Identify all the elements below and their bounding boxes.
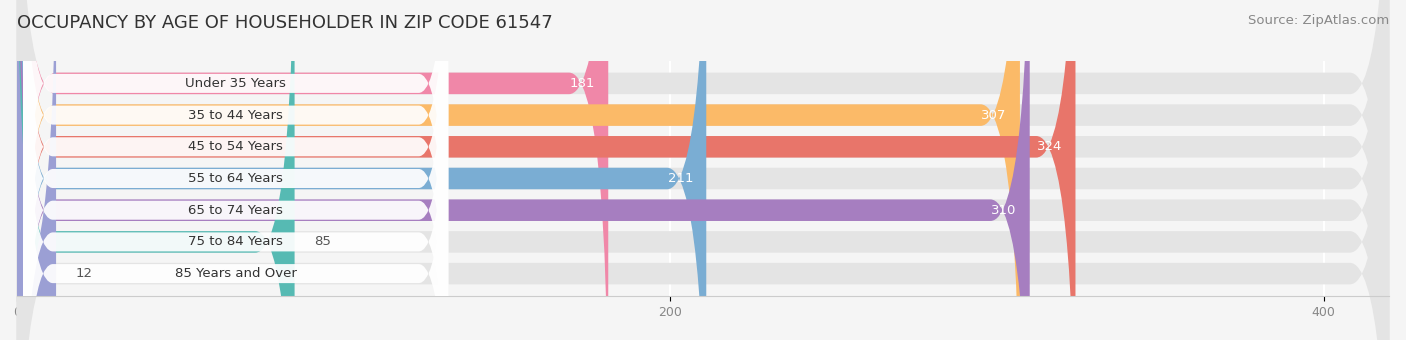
Text: 55 to 64 Years: 55 to 64 Years: [188, 172, 283, 185]
Text: 35 to 44 Years: 35 to 44 Years: [188, 108, 283, 122]
Text: OCCUPANCY BY AGE OF HOUSEHOLDER IN ZIP CODE 61547: OCCUPANCY BY AGE OF HOUSEHOLDER IN ZIP C…: [17, 14, 553, 32]
FancyBboxPatch shape: [17, 0, 1389, 340]
FancyBboxPatch shape: [17, 0, 1389, 340]
Text: 65 to 74 Years: 65 to 74 Years: [188, 204, 283, 217]
FancyBboxPatch shape: [17, 0, 1019, 340]
FancyBboxPatch shape: [17, 0, 1029, 340]
Text: 85: 85: [314, 235, 330, 249]
FancyBboxPatch shape: [17, 0, 1076, 340]
Text: 211: 211: [668, 172, 693, 185]
FancyBboxPatch shape: [17, 0, 609, 340]
FancyBboxPatch shape: [24, 0, 449, 340]
Text: 310: 310: [991, 204, 1017, 217]
Text: 12: 12: [76, 267, 93, 280]
Text: 75 to 84 Years: 75 to 84 Years: [188, 235, 283, 249]
Text: 181: 181: [569, 77, 595, 90]
FancyBboxPatch shape: [17, 0, 56, 340]
Text: Source: ZipAtlas.com: Source: ZipAtlas.com: [1249, 14, 1389, 27]
Text: 307: 307: [981, 108, 1007, 122]
FancyBboxPatch shape: [17, 0, 295, 340]
FancyBboxPatch shape: [24, 0, 449, 340]
Text: 324: 324: [1038, 140, 1063, 153]
FancyBboxPatch shape: [24, 0, 449, 340]
Text: 85 Years and Over: 85 Years and Over: [174, 267, 297, 280]
FancyBboxPatch shape: [24, 0, 449, 340]
Text: 45 to 54 Years: 45 to 54 Years: [188, 140, 283, 153]
FancyBboxPatch shape: [17, 0, 1389, 340]
FancyBboxPatch shape: [17, 0, 1389, 340]
FancyBboxPatch shape: [24, 0, 449, 340]
Text: Under 35 Years: Under 35 Years: [186, 77, 287, 90]
FancyBboxPatch shape: [17, 0, 706, 340]
FancyBboxPatch shape: [17, 0, 1389, 340]
FancyBboxPatch shape: [17, 0, 1389, 340]
FancyBboxPatch shape: [17, 0, 1389, 340]
FancyBboxPatch shape: [24, 0, 449, 340]
FancyBboxPatch shape: [24, 0, 449, 340]
